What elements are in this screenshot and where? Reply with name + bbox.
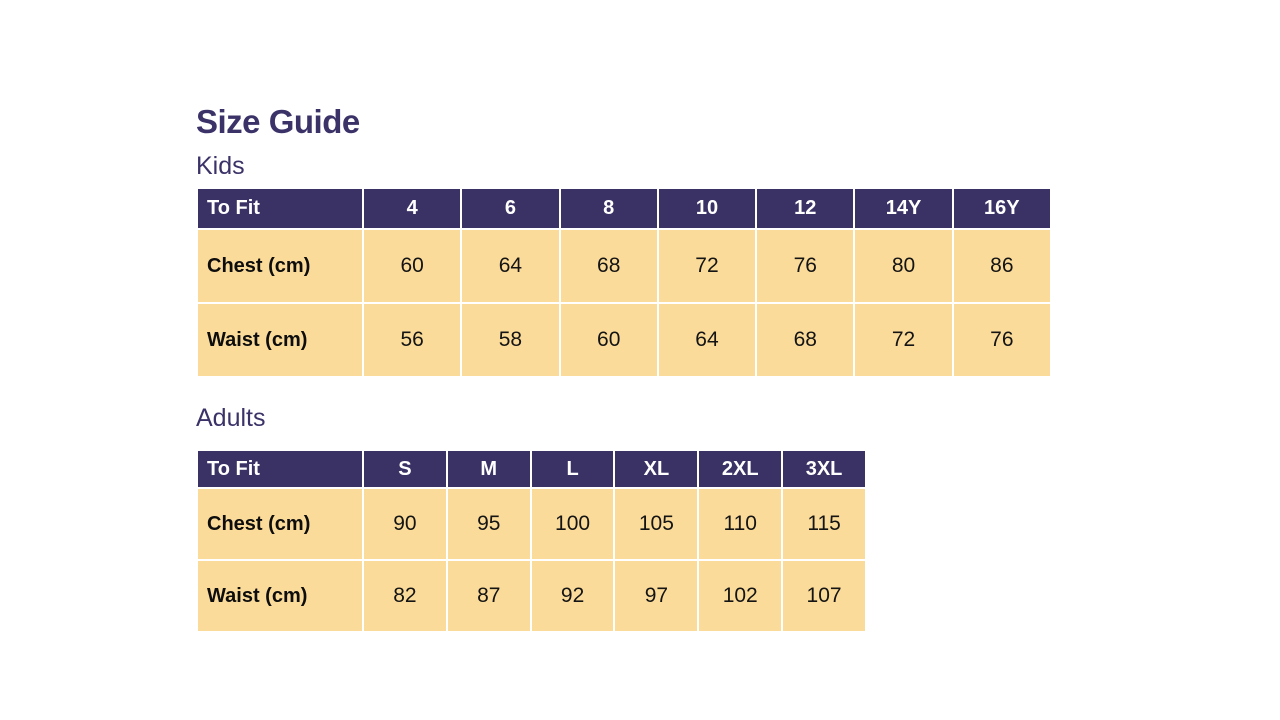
kids-section-label: Kids bbox=[196, 152, 245, 180]
adults-chest-row: Chest (cm) 90 95 100 105 110 115 bbox=[196, 487, 867, 561]
adults-size-table: To Fit S M L XL 2XL 3XL Chest (cm) 90 95… bbox=[196, 449, 867, 633]
adults-waist-value: 97 bbox=[613, 559, 700, 633]
adults-waist-row: Waist (cm) 82 87 92 97 102 107 bbox=[196, 559, 867, 633]
kids-waist-value: 68 bbox=[755, 302, 856, 378]
adults-chest-value: 90 bbox=[362, 487, 448, 561]
kids-waist-row: Waist (cm) 56 58 60 64 68 72 76 bbox=[196, 302, 1053, 378]
kids-size-header: 4 bbox=[361, 187, 463, 230]
kids-size-header: 6 bbox=[460, 187, 561, 230]
adults-size-header: 3XL bbox=[781, 449, 867, 489]
adults-chest-value: 110 bbox=[697, 487, 784, 561]
adults-waist-value: 107 bbox=[781, 559, 867, 633]
adults-chest-label: Chest (cm) bbox=[196, 487, 364, 561]
kids-waist-label: Waist (cm) bbox=[196, 302, 364, 378]
adults-size-header: S bbox=[362, 449, 448, 489]
adults-waist-label: Waist (cm) bbox=[196, 559, 364, 633]
kids-chest-value: 68 bbox=[558, 228, 659, 304]
kids-chest-value: 72 bbox=[656, 228, 758, 304]
kids-waist-value: 56 bbox=[361, 302, 463, 378]
adults-size-header: 2XL bbox=[697, 449, 784, 489]
kids-size-header: 16Y bbox=[951, 187, 1053, 230]
adults-chest-value: 100 bbox=[529, 487, 616, 561]
adults-size-header: M bbox=[445, 449, 532, 489]
adults-waist-value: 102 bbox=[697, 559, 784, 633]
adults-to-fit-header: To Fit bbox=[196, 449, 364, 489]
kids-size-table: To Fit 4 6 8 10 12 14Y 16Y Chest (cm) 60… bbox=[196, 187, 1053, 378]
adults-size-header: XL bbox=[613, 449, 700, 489]
kids-chest-row: Chest (cm) 60 64 68 72 76 80 86 bbox=[196, 228, 1053, 304]
kids-chest-value: 76 bbox=[755, 228, 856, 304]
kids-waist-value: 64 bbox=[656, 302, 758, 378]
kids-size-header: 14Y bbox=[853, 187, 954, 230]
kids-size-header: 10 bbox=[656, 187, 758, 230]
kids-waist-value: 58 bbox=[460, 302, 561, 378]
kids-waist-value: 72 bbox=[853, 302, 954, 378]
adults-chest-value: 95 bbox=[445, 487, 532, 561]
kids-waist-value: 60 bbox=[558, 302, 659, 378]
kids-chest-value: 80 bbox=[853, 228, 954, 304]
page-title: Size Guide bbox=[196, 103, 360, 140]
kids-header-row: To Fit 4 6 8 10 12 14Y 16Y bbox=[196, 187, 1053, 230]
kids-chest-value: 64 bbox=[460, 228, 561, 304]
adults-header-row: To Fit S M L XL 2XL 3XL bbox=[196, 449, 867, 489]
adults-section-label: Adults bbox=[196, 404, 266, 432]
kids-size-header: 12 bbox=[755, 187, 856, 230]
adults-waist-value: 87 bbox=[445, 559, 532, 633]
adults-waist-value: 82 bbox=[362, 559, 448, 633]
adults-chest-value: 115 bbox=[781, 487, 867, 561]
kids-chest-label: Chest (cm) bbox=[196, 228, 364, 304]
adults-chest-value: 105 bbox=[613, 487, 700, 561]
adults-size-header: L bbox=[529, 449, 616, 489]
kids-chest-value: 86 bbox=[951, 228, 1053, 304]
kids-chest-value: 60 bbox=[361, 228, 463, 304]
kids-waist-value: 76 bbox=[951, 302, 1053, 378]
adults-waist-value: 92 bbox=[529, 559, 616, 633]
kids-to-fit-header: To Fit bbox=[196, 187, 364, 230]
kids-size-header: 8 bbox=[558, 187, 659, 230]
